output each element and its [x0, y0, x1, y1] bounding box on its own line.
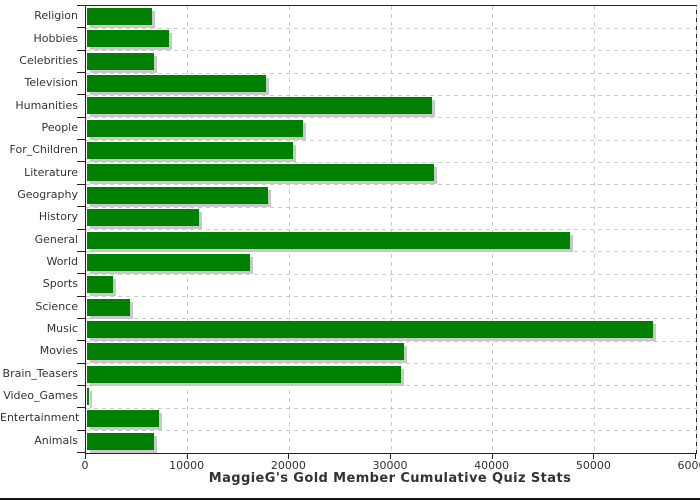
bar-people	[87, 119, 303, 137]
bar-brain_teasers	[87, 365, 402, 383]
bar-movies	[87, 343, 405, 361]
bar-music	[87, 320, 654, 338]
category-label: Movies	[39, 344, 78, 358]
bar-sports	[87, 276, 114, 294]
bar-hobbies	[87, 30, 170, 48]
category-label: Sports	[42, 277, 78, 291]
category-label: Hobbies	[33, 31, 78, 45]
bar-history	[87, 209, 199, 227]
gridline-horizontal	[86, 94, 696, 96]
y-tick-mark	[77, 49, 85, 51]
y-tick-mark	[77, 72, 85, 74]
y-tick-mark	[77, 228, 85, 230]
x-tick-mark	[695, 454, 696, 459]
category-label: Geography	[17, 187, 78, 201]
gridline-horizontal	[86, 363, 696, 365]
gridline-horizontal	[86, 251, 696, 253]
x-tick-label: 30000	[372, 459, 408, 472]
plot-area	[85, 5, 697, 454]
gridline-horizontal	[86, 72, 696, 74]
x-tick-mark	[288, 454, 290, 459]
bar-television	[87, 75, 266, 93]
y-tick-mark	[77, 183, 85, 185]
bar-religion	[87, 8, 153, 25]
gridline-horizontal	[86, 296, 696, 298]
gridline-horizontal	[86, 50, 696, 52]
bar-literature	[87, 164, 434, 182]
bar-world	[87, 253, 250, 271]
gridline-horizontal	[86, 27, 696, 29]
category-label: Humanities	[15, 98, 78, 112]
y-tick-mark	[77, 273, 85, 275]
x-tick-mark	[390, 454, 391, 459]
category-label: Animals	[34, 433, 78, 447]
x-tick-label: 40000	[474, 459, 510, 472]
category-label: Literature	[24, 165, 78, 179]
gridline-vertical	[695, 6, 697, 453]
bar-for_children	[87, 142, 294, 160]
y-tick-mark	[77, 250, 85, 252]
y-tick-mark	[77, 384, 85, 386]
category-label: Television	[24, 76, 79, 90]
x-tick-label: 0	[81, 459, 89, 472]
y-tick-mark	[77, 206, 85, 208]
category-label: World	[46, 255, 78, 269]
bar-science	[87, 298, 130, 316]
x-tick-mark	[593, 454, 595, 459]
category-label: Religion	[34, 9, 78, 23]
category-label: Celebrities	[19, 53, 78, 67]
x-tick-mark	[491, 454, 493, 459]
y-tick-mark	[77, 5, 85, 6]
category-label: Entertainment	[0, 411, 80, 425]
category-label: People	[41, 120, 78, 134]
bar-video_games	[87, 387, 90, 405]
gridline-horizontal	[86, 161, 696, 163]
bar-entertainment	[87, 410, 160, 428]
bar-celebrities	[87, 52, 155, 70]
gridline-horizontal	[86, 430, 696, 432]
gridline-horizontal	[86, 184, 696, 186]
bar-geography	[87, 186, 268, 204]
y-tick-mark	[77, 317, 85, 319]
bar-animals	[87, 432, 155, 450]
y-tick-mark	[77, 161, 85, 163]
gridline-horizontal	[86, 340, 696, 342]
x-tick-mark	[85, 454, 86, 459]
x-tick-label: 10000	[169, 459, 205, 472]
gridline-horizontal	[86, 273, 696, 275]
y-tick-mark	[77, 429, 85, 431]
y-tick-mark	[77, 452, 85, 453]
bar-general	[87, 231, 570, 249]
x-tick-mark	[186, 454, 188, 459]
gridline-horizontal	[86, 318, 696, 320]
category-label: Science	[35, 299, 78, 313]
x-tick-label: 20000	[270, 459, 306, 472]
y-tick-mark	[77, 407, 85, 409]
gridline-horizontal	[86, 139, 696, 141]
y-tick-mark	[77, 340, 85, 342]
y-tick-mark	[77, 116, 85, 118]
gridline-horizontal	[86, 407, 696, 409]
category-label: History	[38, 210, 78, 224]
y-tick-mark	[77, 295, 85, 297]
y-tick-mark	[77, 139, 85, 141]
x-tick-label: 60000	[677, 459, 700, 472]
y-tick-mark	[77, 94, 85, 96]
y-tick-mark	[77, 27, 85, 29]
category-label: Brain_Teasers	[2, 366, 78, 380]
category-label: For_Children	[9, 143, 78, 157]
gridline-horizontal	[86, 206, 696, 208]
gridline-horizontal	[86, 229, 696, 230]
category-label: General	[34, 232, 78, 246]
bar-humanities	[87, 97, 432, 115]
y-tick-mark	[77, 362, 85, 364]
chart-title: MaggieG's Gold Member Cumulative Quiz St…	[208, 471, 572, 486]
category-label: Music	[46, 322, 78, 336]
gridline-horizontal	[86, 385, 696, 387]
category-label: Video_Games	[3, 389, 78, 403]
x-tick-label: 50000	[575, 459, 611, 472]
gridline-horizontal	[86, 117, 696, 119]
